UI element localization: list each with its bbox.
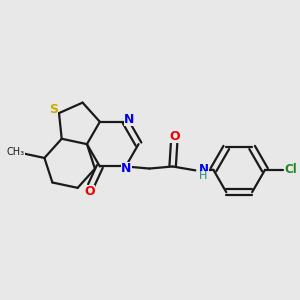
Text: S: S — [49, 103, 58, 116]
Text: CH₃: CH₃ — [7, 147, 25, 157]
Text: O: O — [169, 130, 180, 143]
Text: Cl: Cl — [284, 163, 297, 176]
Text: H: H — [200, 171, 208, 181]
Text: O: O — [85, 185, 95, 199]
Text: N: N — [199, 163, 208, 176]
Text: N: N — [124, 113, 134, 126]
Text: N: N — [121, 162, 132, 175]
